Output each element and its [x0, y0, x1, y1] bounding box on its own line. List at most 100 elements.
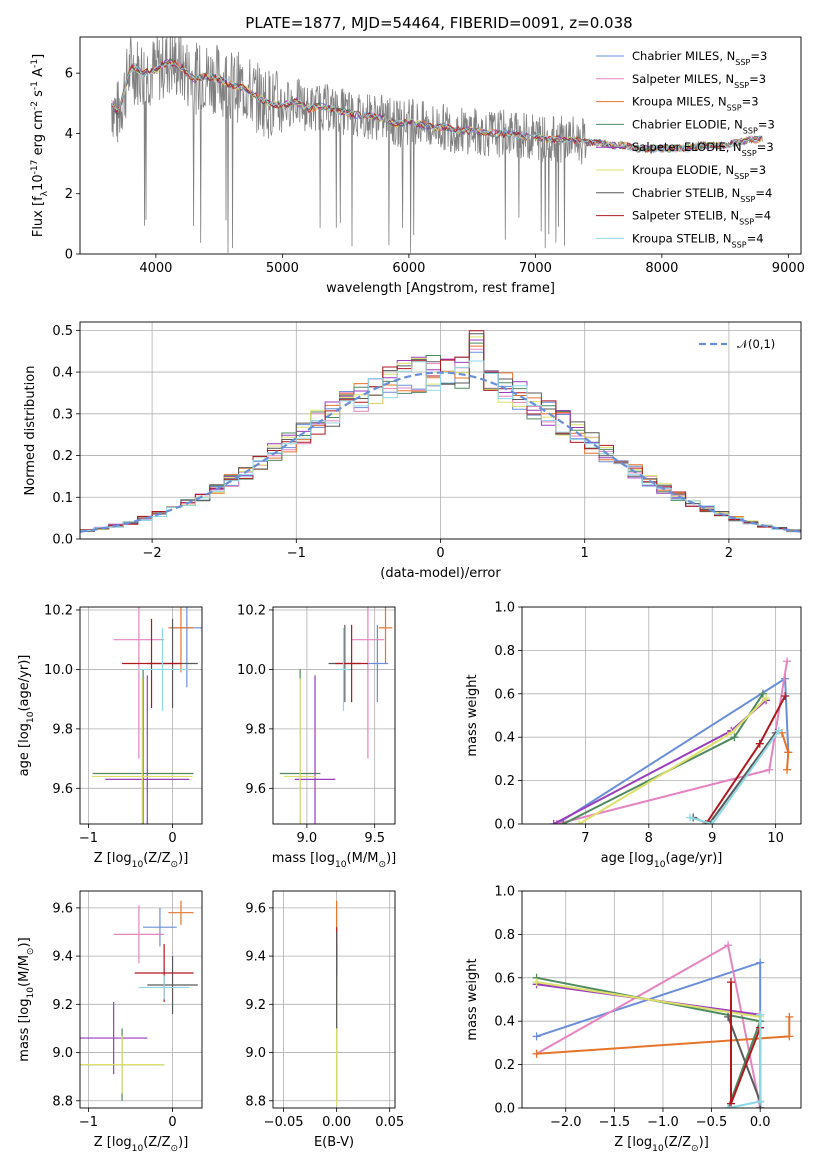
weight-point-marker [785, 1032, 794, 1041]
weight-vs-Z-ytick-label: 0.4 [494, 1015, 515, 1030]
spectrum-ytick-label: 0 [65, 248, 73, 263]
mass-vs-Z-xtick-label: −1 [79, 1115, 98, 1130]
spectrum-xtick-label: 6000 [392, 261, 425, 276]
legend-label: Chabrier ELODIE, NSSP=3 [632, 117, 775, 135]
weight-point-marker [756, 1010, 765, 1019]
age-vs-Z-ytick-label: 9.8 [52, 722, 73, 737]
weight-vs-age-plot-area [522, 607, 801, 824]
legend-label: Salpeter MILES, NSSP=3 [632, 72, 766, 90]
model-spectrum-line [111, 63, 762, 154]
weight-point-marker [727, 1099, 736, 1108]
weight-vs-age-xtick-label: 7 [581, 831, 589, 846]
weight-point-marker [724, 941, 733, 950]
legend-label: 𝒩(0,1) [737, 337, 775, 351]
spectrum-ylabel: Flux [fλ10-17 erg cm-2 s-1 A-1] [30, 54, 50, 237]
mass-vs-Z-ytick-label: 8.8 [52, 1094, 73, 1109]
weight-vs-Z-plot-area [522, 891, 801, 1108]
weight-vs-Z-xtick-label: 0.0 [750, 1115, 771, 1130]
mass-vs-Z-ytick-label: 9.6 [52, 901, 73, 916]
weight-point-marker [774, 726, 783, 735]
spectrum-ytick-label: 2 [65, 187, 73, 202]
residuals-plot-area [80, 322, 801, 539]
weight-point-marker [784, 748, 793, 757]
residuals-xtick-label: 0 [436, 546, 444, 561]
weight-vs-age-xtick-label: 10 [767, 831, 784, 846]
spectrum-xtick-label: 7000 [519, 261, 552, 276]
weight-vs-Z-ytick-label: 0.2 [494, 1058, 515, 1073]
weight-vs-Z-panel: −2.0 −1.5 −1.0 −0.5 0.0 0.0 0.2 0.4 0.6 0.8 1.0 Z [… [465, 885, 802, 1154]
legend-label: Chabrier MILES, NSSP=3 [632, 49, 767, 67]
weight-vs-age-frame [521, 606, 802, 825]
weight-vs-Z-xtick-label: −1.0 [647, 1115, 679, 1130]
residual-histogram-step [80, 330, 801, 531]
mass-vs-Z-xlabel: Z [log10(Z/Z⊙)] [94, 1135, 189, 1154]
age-vs-Z-frame [79, 606, 203, 825]
legend-label: Salpeter ELODIE, NSSP=3 [632, 140, 774, 158]
weight-vs-Z-ytick-label: 0.0 [494, 1102, 515, 1117]
weight-point-marker [532, 1049, 541, 1058]
legend-label: Kroupa STELIB, NSSP=4 [632, 231, 764, 249]
spectrum-xlabel: wavelength [Angstrom, rest frame] [326, 281, 555, 296]
residuals-ytick-label: 0.4 [52, 366, 73, 381]
residuals-xlabel: (data-model)/error [380, 566, 501, 581]
age-vs-mass-xtick-label: 9.0 [297, 831, 318, 846]
weight-vs-Z-ytick-label: 1.0 [494, 885, 515, 900]
age-vs-mass-panel: 9.0 9.5 9.6 9.8 10.0 10.2 mass [log10(M/M⊙)] [237, 603, 396, 870]
residuals-panel: −2 −1 0 1 2 0.0 0.1 0.2 0.3 0.4 0.5 (data-model)/er… [23, 321, 802, 581]
residuals-ytick-label: 0.1 [52, 491, 73, 506]
weight-series-line [689, 730, 780, 824]
residuals-xtick-label: 2 [725, 546, 733, 561]
mass-vs-EBV-xlabel: E(B-V) [314, 1135, 354, 1150]
weight-vs-age-ytick-label: 0.2 [494, 774, 515, 789]
weight-point-marker [532, 978, 541, 987]
weight-vs-Z-ylabel: mass weight [465, 958, 480, 1040]
age-vs-Z-ytick-label: 10.2 [44, 603, 73, 618]
legend-label: Salpeter STELIB, NSSP=4 [632, 209, 771, 227]
weight-point-marker [532, 1032, 541, 1041]
weight-point-marker [758, 689, 767, 698]
mass-vs-EBV-xtick-label: 0.00 [322, 1115, 351, 1130]
mass-vs-Z-panel: −1 0 8.8 9.0 9.2 9.4 9.6 Z [log10(Z/Z⊙)] mass [l… [17, 890, 203, 1154]
spectrum-xtick-label: 5000 [266, 261, 299, 276]
legend-label: Chabrier STELIB, NSSP=4 [632, 186, 772, 204]
age-vs-mass-ytick-label: 9.8 [245, 722, 266, 737]
residuals-ytick-label: 0.5 [52, 324, 73, 339]
weight-vs-Z-xtick-label: −0.5 [696, 1115, 728, 1130]
weight-vs-Z-ytick-label: 0.6 [494, 971, 515, 986]
weight-point-marker [756, 1097, 765, 1106]
spectrum-panel: 4000 5000 6000 7000 8000 9000 0 2 4 6 wavelength [… [30, 36, 805, 296]
weight-point-marker [727, 978, 736, 987]
age-vs-mass-ytick-label: 10.0 [237, 663, 266, 678]
residuals-ylabel: Normed distribution [23, 366, 38, 496]
mass-vs-Z-ytick-label: 9.4 [52, 950, 73, 965]
age-vs-mass-ytick-label: 9.6 [245, 782, 266, 797]
mass-vs-EBV-ytick-label: 9.4 [245, 950, 266, 965]
age-vs-Z-ylabel: age [log10(age/yr)] [17, 655, 36, 777]
age-vs-mass-frame [272, 606, 396, 825]
age-vs-Z-xlabel: Z [log10(Z/Z⊙)] [94, 851, 189, 870]
age-vs-Z-plot-area [80, 607, 202, 824]
weight-point-marker [730, 733, 739, 742]
mass-vs-Z-ylabel: mass [log10(M/M⊙)] [17, 937, 36, 1061]
model-spectrum-line [111, 59, 763, 153]
mass-vs-EBV-panel: −0.05 0.00 0.05 8.8 9.0 9.2 9.4 9.6 E(B-V) [245, 890, 404, 1150]
residuals-ytick-label: 0.3 [52, 407, 73, 422]
mass-vs-EBV-frame [272, 890, 396, 1109]
legend-label: Kroupa ELODIE, NSSP=3 [632, 163, 766, 181]
weight-point-marker [785, 1012, 794, 1021]
weight-point-marker [756, 958, 765, 967]
mass-vs-EBV-xtick-label: −0.05 [264, 1115, 304, 1130]
legend-label: Kroupa MILES, NSSP=3 [632, 95, 759, 113]
weight-vs-Z-xtick-label: −2.0 [550, 1115, 582, 1130]
age-vs-Z-panel: −1 0 9.6 9.8 10.0 10.2 Z [log10(Z/Z⊙)] age [log… [17, 603, 203, 870]
weight-point-marker [727, 728, 736, 737]
spectrum-xtick-label: 8000 [645, 261, 678, 276]
weight-point-marker [686, 813, 695, 822]
age-vs-Z-ytick-label: 10.0 [44, 663, 73, 678]
mass-vs-EBV-ytick-label: 9.2 [245, 998, 266, 1013]
weight-point-marker [755, 739, 764, 748]
spectrum-ytick-label: 4 [65, 127, 73, 142]
weight-vs-Z-frame [521, 890, 802, 1109]
